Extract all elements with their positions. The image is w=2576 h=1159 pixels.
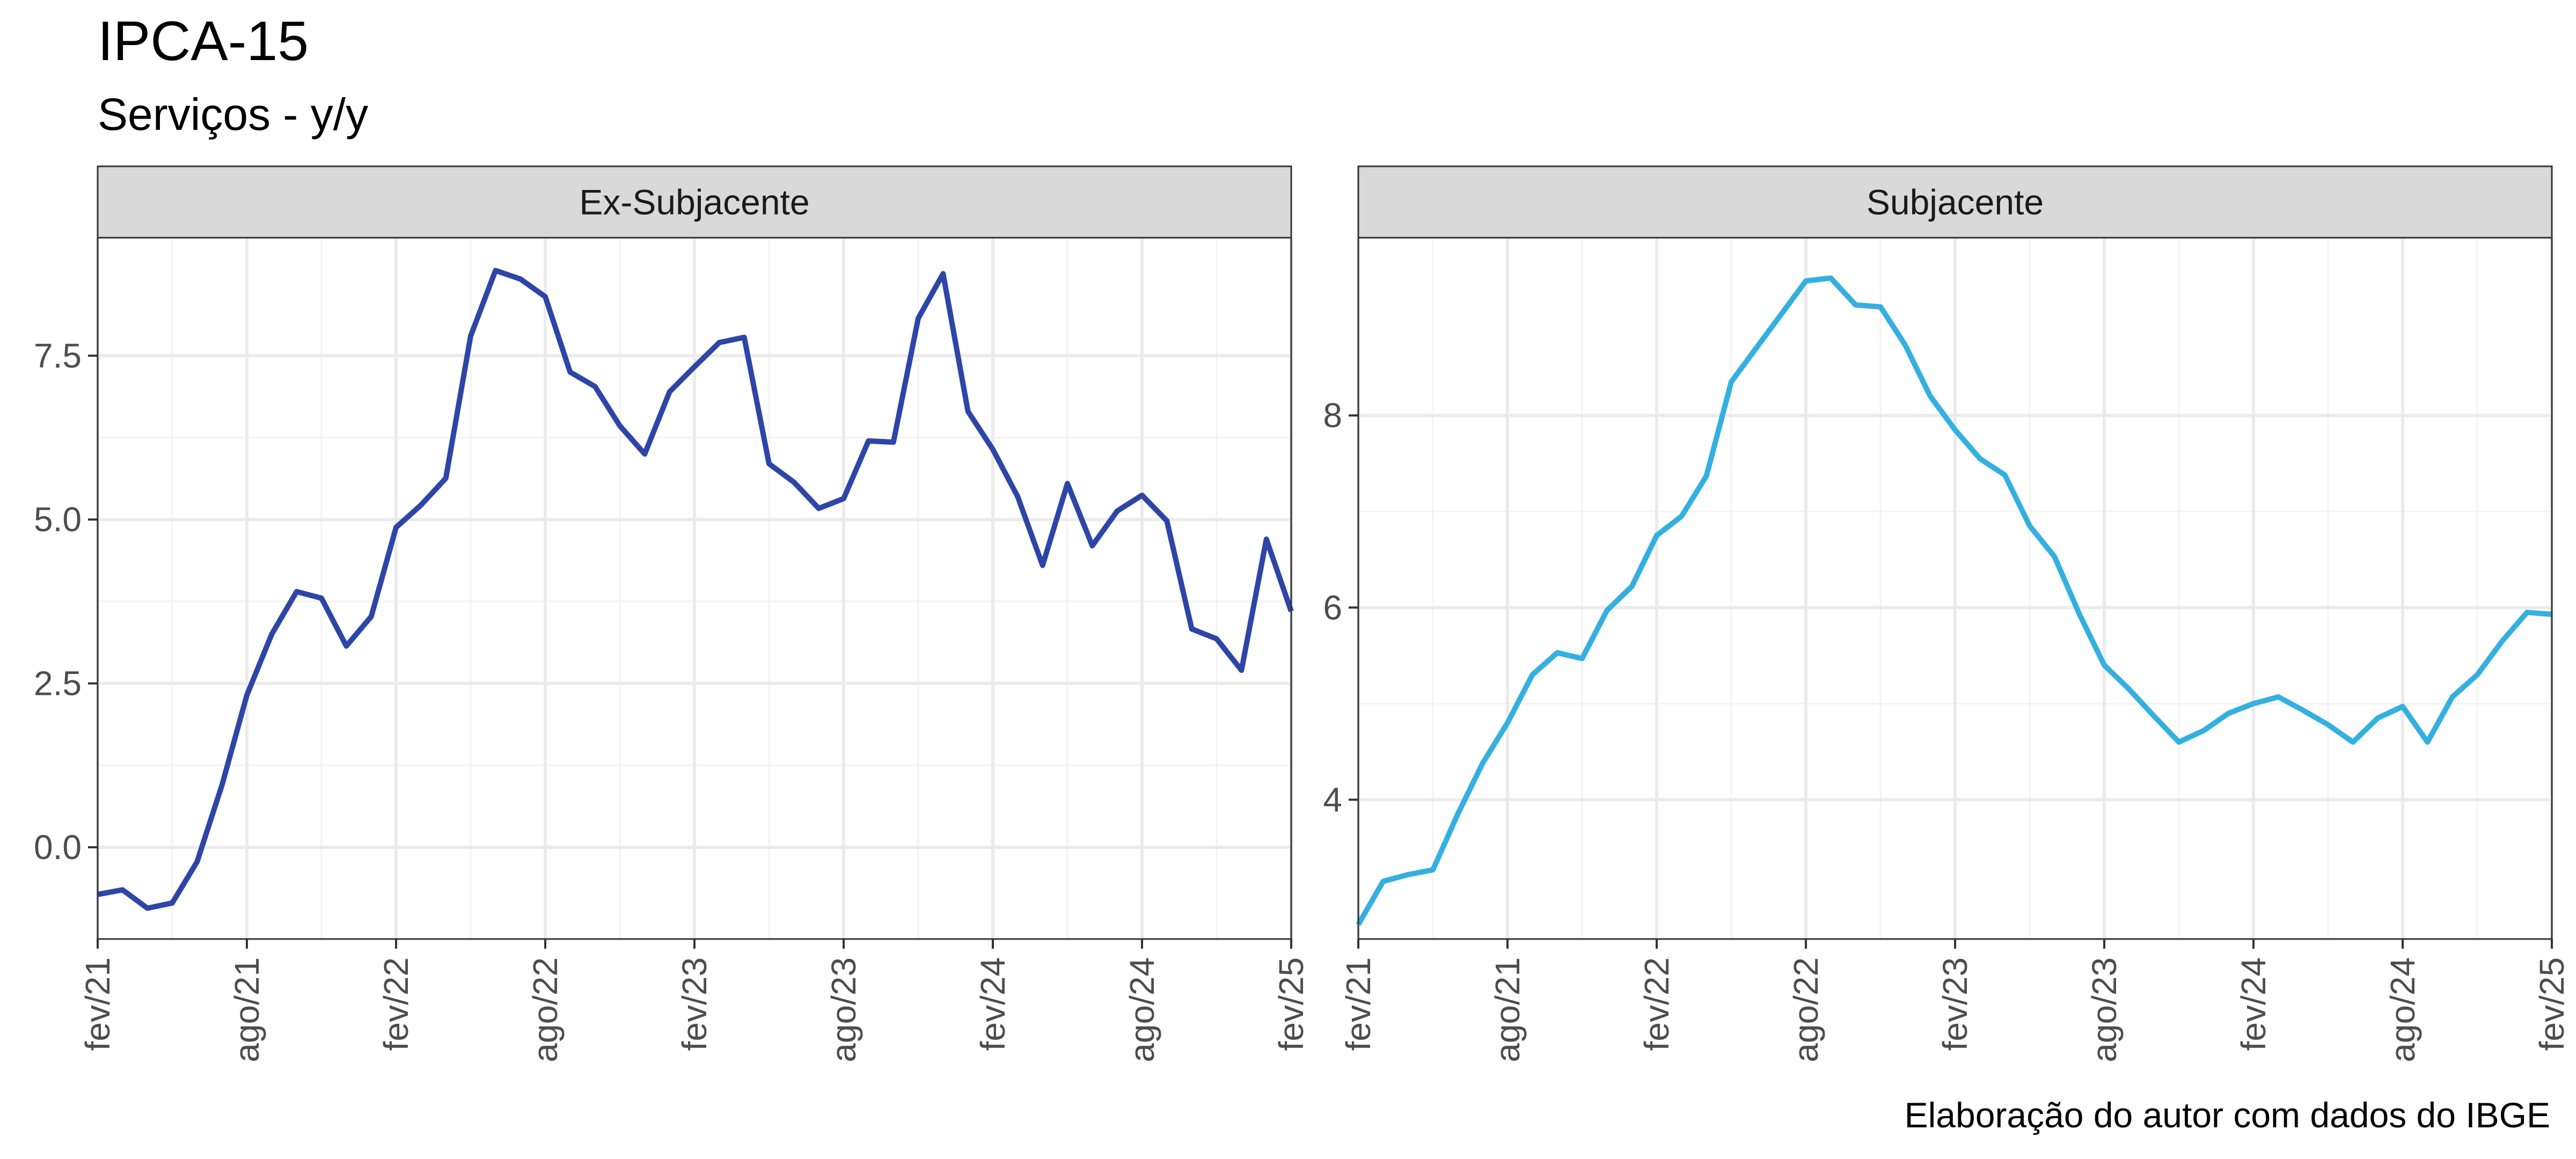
panel-subjacente-x-tick-label: fev/25 [2533,957,2571,1051]
panel-ex-subjacente-x-tick-label: fev/23 [675,957,714,1051]
panel-ex-subjacente-x-tick-label: ago/22 [526,957,565,1062]
chart-subtitle: Serviços - y/y [98,89,369,140]
panel-subjacente-x-tick-label: fev/23 [1936,957,1974,1051]
panel-ex-subjacente-x-tick-label: fev/24 [974,957,1012,1051]
panel-ex-subjacente-x-tick-label: ago/23 [824,957,863,1062]
panel-ex-subjacente-x-tick-label: ago/21 [228,957,266,1062]
panel-ex-subjacente-y-tick-label: 7.5 [34,336,82,375]
panel-ex-subjacente-x-tick-label: ago/24 [1123,957,1161,1062]
panel-subjacente-strip-label: Subjacente [1867,182,2044,222]
panel-subjacente-y-tick-label: 8 [1323,396,1342,435]
panel-ex-subjacente-x-tick-label: fev/25 [1272,957,1311,1051]
panel-ex-subjacente-x-tick-label: fev/21 [78,957,117,1051]
panel-subjacente-y-tick-label: 4 [1323,780,1342,819]
caption: Elaboração do autor com dados do IBGE [1904,1095,2550,1135]
panel-subjacente-strip [1357,165,2553,239]
panel-subjacente-x-tick-label: fev/21 [1339,957,1378,1051]
panel-subjacente-x-tick-label: fev/24 [2234,957,2273,1051]
panel-subjacente-y-tick-label: 6 [1323,588,1342,627]
panel-subjacente-x-tick-label: ago/24 [2383,957,2422,1062]
panel-ex-subjacente-strip-label: Ex-Subjacente [579,182,809,222]
panel-ex-subjacente-series-line [97,268,1294,911]
panel-subjacente-x-tick-label: ago/21 [1488,957,1527,1062]
panel-ex-subjacente-y-tick-label: 2.5 [34,664,82,703]
panel-subjacente-x-tick-label: ago/23 [2085,957,2124,1062]
panel-ex-subjacente-y-tick-label: 5.0 [34,500,82,539]
panel-ex-subjacente-strip [97,165,1292,239]
panel-ex-subjacente-x-tick-label: fev/22 [377,957,415,1051]
panel-subjacente-x-tick-label: fev/22 [1637,957,1676,1051]
panel-subjacente-series-line [1356,275,2552,926]
panel-subjacente-x-tick-label: ago/22 [1787,957,1825,1062]
panel-ex-subjacente-y-tick-label: 0.0 [34,828,82,867]
chart-title: IPCA-15 [98,10,309,72]
